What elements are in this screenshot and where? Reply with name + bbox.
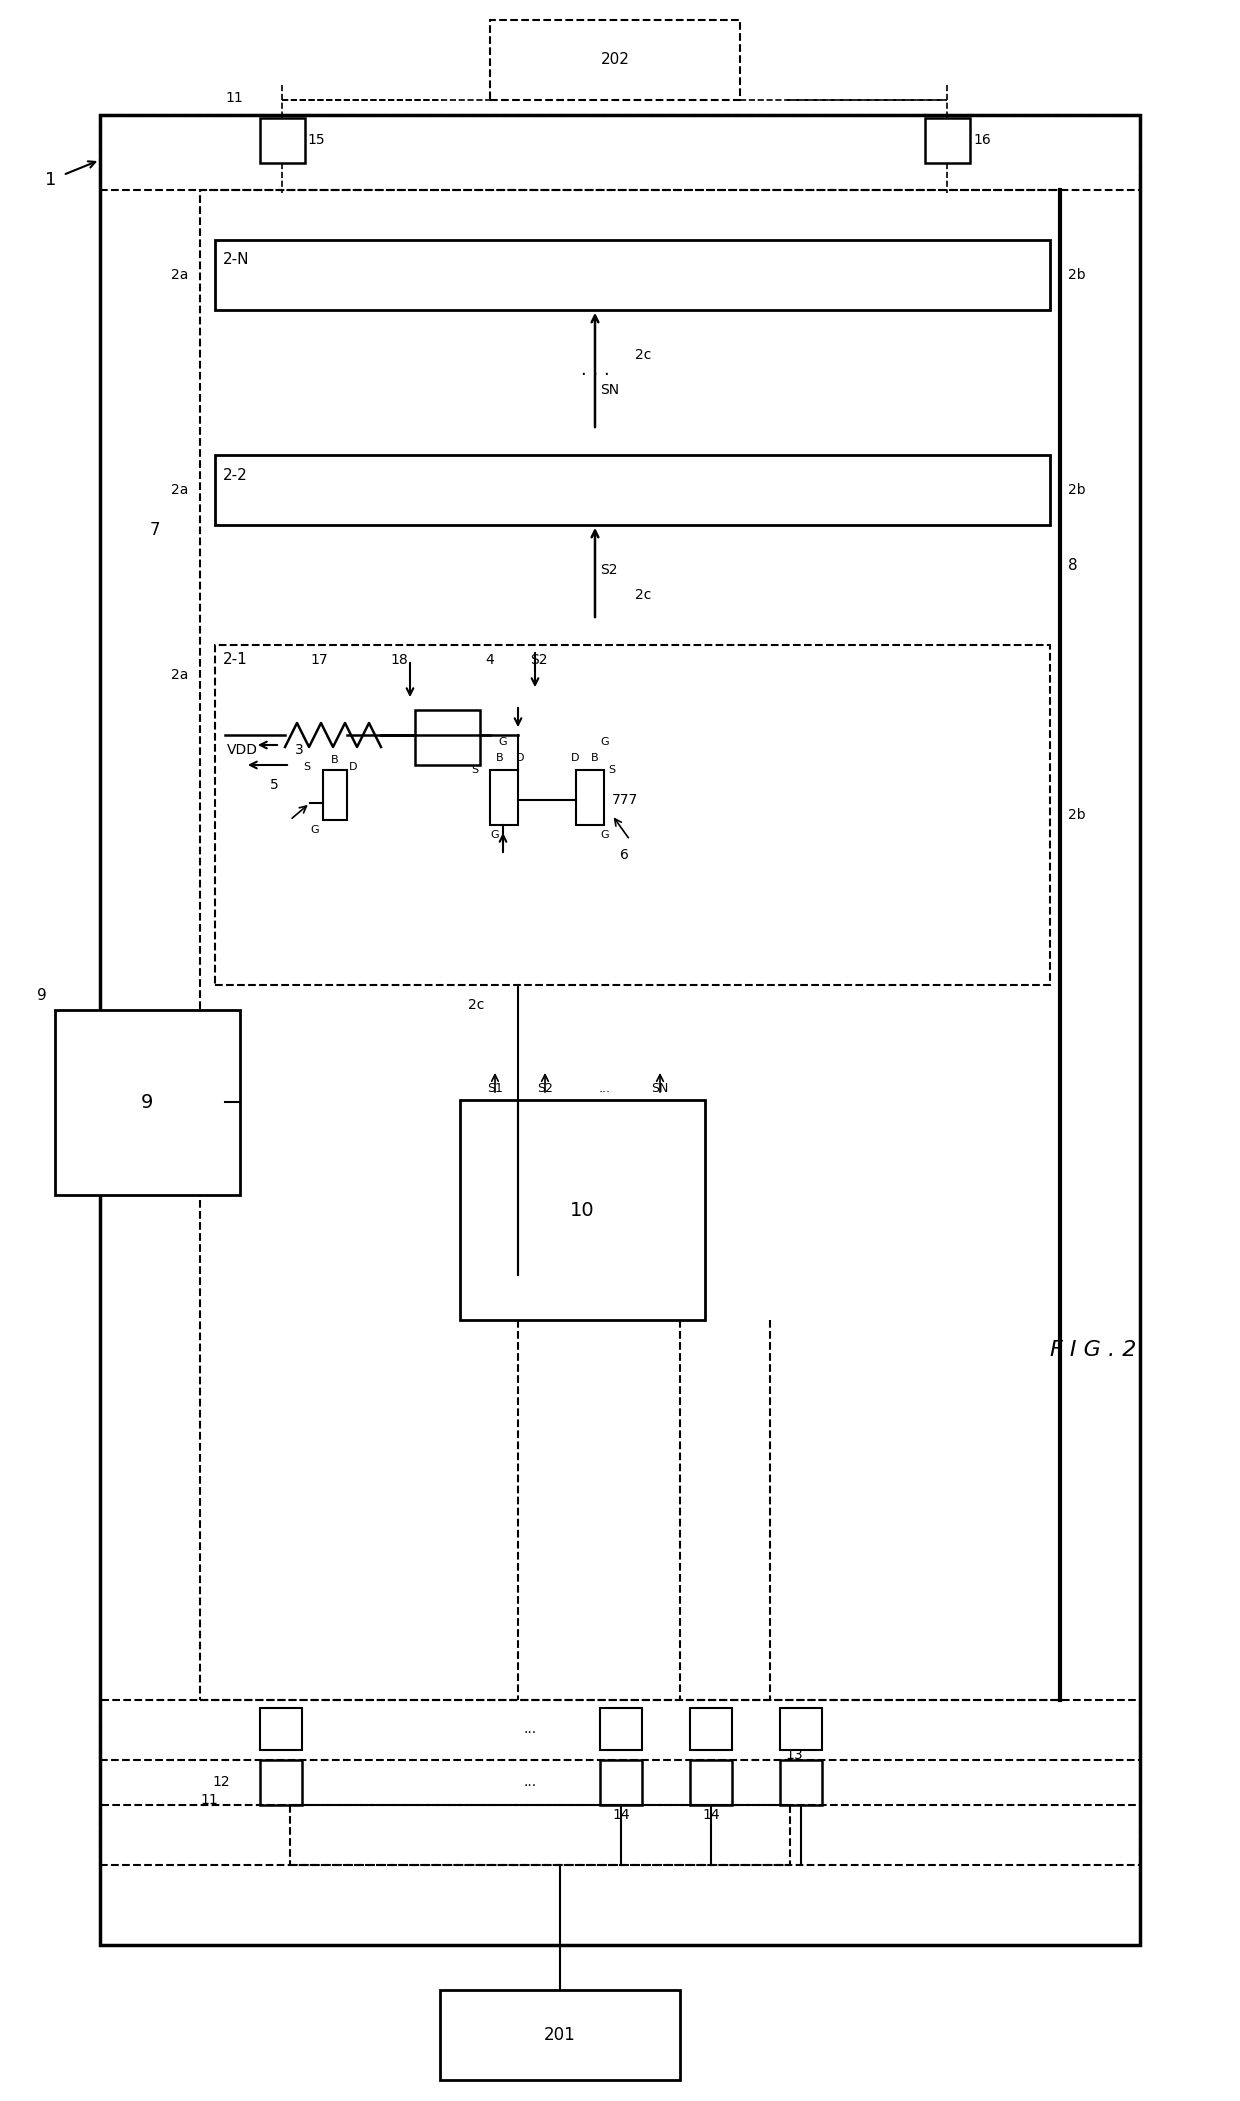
Bar — [577, 769, 604, 826]
Text: 2c: 2c — [635, 349, 651, 361]
Text: D: D — [516, 752, 525, 763]
Text: 16: 16 — [973, 132, 991, 147]
Text: S2: S2 — [537, 1082, 553, 1095]
Text: ...: ... — [523, 1723, 537, 1735]
Text: 9: 9 — [37, 987, 47, 1002]
Bar — [415, 710, 480, 765]
Text: S2: S2 — [529, 653, 548, 666]
Bar — [689, 1761, 732, 1805]
Text: 2c: 2c — [635, 588, 651, 603]
Text: 14: 14 — [613, 1809, 630, 1822]
Text: 9: 9 — [141, 1093, 154, 1111]
Text: S: S — [609, 765, 615, 775]
Text: SN: SN — [600, 382, 619, 397]
Text: 13: 13 — [785, 1748, 802, 1763]
Text: D: D — [348, 763, 357, 771]
Bar — [600, 1708, 642, 1750]
Text: 4: 4 — [485, 653, 494, 666]
Text: 5: 5 — [270, 777, 279, 792]
Text: SN: SN — [651, 1082, 668, 1095]
Text: 2b: 2b — [1068, 269, 1086, 282]
Bar — [440, 1990, 680, 2080]
Text: ...: ... — [599, 1082, 611, 1095]
Text: 2a: 2a — [171, 483, 188, 498]
Bar — [460, 1101, 706, 1319]
Text: 777: 777 — [613, 792, 639, 807]
Text: B: B — [591, 752, 599, 763]
Text: 202: 202 — [600, 53, 630, 67]
Bar — [322, 769, 347, 819]
Text: 11: 11 — [224, 90, 243, 105]
Text: 15: 15 — [308, 132, 325, 147]
Text: 2-N: 2-N — [223, 252, 249, 267]
Text: G: G — [498, 737, 507, 748]
Bar — [925, 118, 970, 164]
Bar — [689, 1708, 732, 1750]
Bar — [215, 240, 1050, 311]
Text: 2-1: 2-1 — [223, 653, 248, 668]
Text: 10: 10 — [569, 1200, 594, 1219]
Text: S2: S2 — [600, 563, 618, 578]
Bar — [490, 769, 518, 826]
Text: 14: 14 — [702, 1809, 719, 1822]
Bar — [490, 21, 740, 101]
Bar — [260, 1708, 303, 1750]
Text: G: G — [491, 830, 500, 840]
Bar — [260, 1761, 303, 1805]
Bar — [260, 118, 305, 164]
Text: S: S — [471, 765, 479, 775]
Text: 17: 17 — [310, 653, 327, 666]
Bar — [600, 1761, 642, 1805]
Text: 201: 201 — [544, 2025, 575, 2044]
Bar — [100, 116, 1140, 189]
Text: 2a: 2a — [171, 668, 188, 683]
Bar — [100, 1700, 1140, 1761]
Bar — [780, 1761, 822, 1805]
Text: 2b: 2b — [1068, 483, 1086, 498]
Text: 7: 7 — [150, 521, 160, 540]
Text: 2a: 2a — [171, 269, 188, 282]
Bar — [200, 189, 1060, 1700]
Text: 1: 1 — [45, 170, 56, 189]
Text: F I G . 2: F I G . 2 — [1050, 1340, 1136, 1359]
Text: 3: 3 — [295, 744, 304, 756]
Bar — [290, 1805, 790, 1866]
Bar — [780, 1708, 822, 1750]
Text: D: D — [570, 752, 579, 763]
Text: S1: S1 — [487, 1082, 503, 1095]
Text: G: G — [600, 830, 609, 840]
Bar — [100, 1805, 1140, 1866]
Text: 2b: 2b — [1068, 809, 1086, 821]
Text: . . .: . . . — [580, 361, 609, 378]
Text: 11: 11 — [200, 1792, 218, 1807]
Text: 8: 8 — [1068, 557, 1078, 571]
Text: 6: 6 — [620, 849, 629, 861]
Bar — [55, 1011, 241, 1195]
Text: 12: 12 — [212, 1775, 229, 1788]
Text: 18: 18 — [391, 653, 408, 666]
Text: G: G — [311, 826, 320, 834]
Bar — [100, 116, 1140, 1946]
Text: 2-2: 2-2 — [223, 469, 248, 483]
Text: VDD: VDD — [227, 744, 258, 756]
Bar — [215, 456, 1050, 525]
Text: B: B — [496, 752, 503, 763]
Text: 2c: 2c — [467, 998, 485, 1013]
Text: ...: ... — [523, 1775, 537, 1788]
Text: B: B — [331, 754, 339, 765]
Text: S: S — [304, 763, 310, 771]
Text: G: G — [600, 737, 609, 748]
Bar — [215, 645, 1050, 985]
